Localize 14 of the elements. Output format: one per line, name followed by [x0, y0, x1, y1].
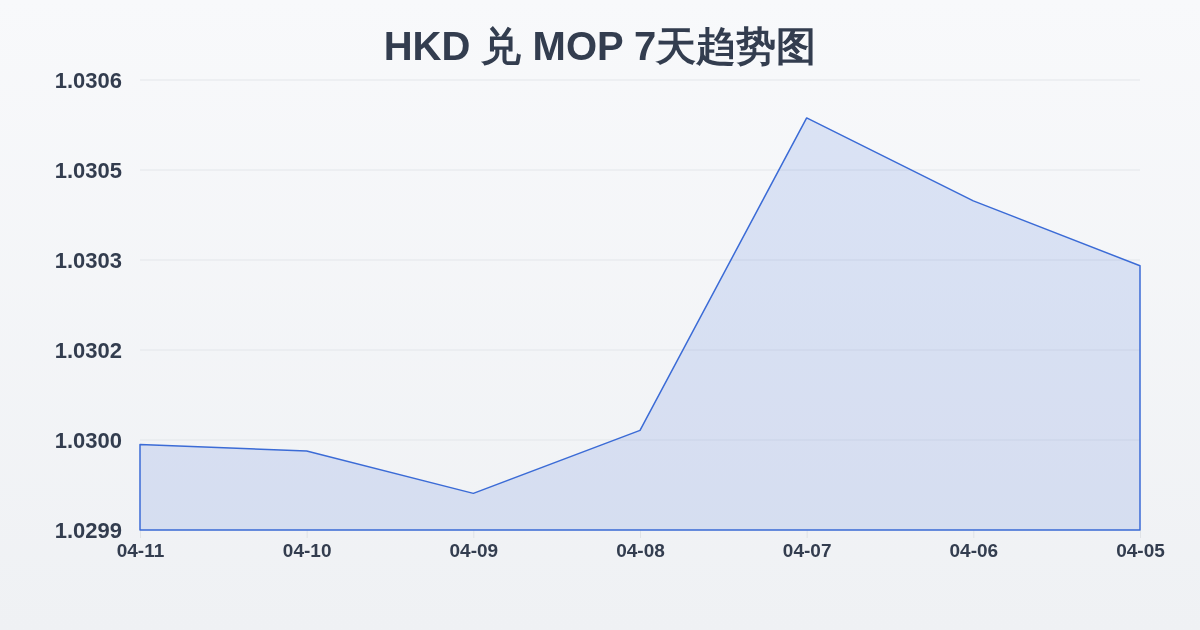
- y-tick-label: 1.0306: [54, 67, 122, 93]
- y-tick-label: 1.0300: [54, 427, 122, 453]
- chart-title: HKD 兑 MOP 7天趋势图: [383, 24, 817, 68]
- x-tick-label: 04-05: [1116, 540, 1166, 562]
- x-tick-label: 04-08: [616, 540, 665, 562]
- y-tick-label: 1.0305: [54, 157, 122, 183]
- x-tick-label: 04-07: [782, 540, 832, 562]
- y-tick-label: 1.0302: [54, 337, 122, 363]
- x-tick-label: 04-10: [282, 540, 332, 562]
- x-tick-label: 04-11: [116, 540, 165, 562]
- y-tick-label: 1.0299: [54, 517, 122, 543]
- y-tick-label: 1.0303: [54, 247, 122, 273]
- x-tick-label: 04-06: [949, 540, 999, 562]
- x-tick-label: 04-09: [449, 540, 499, 562]
